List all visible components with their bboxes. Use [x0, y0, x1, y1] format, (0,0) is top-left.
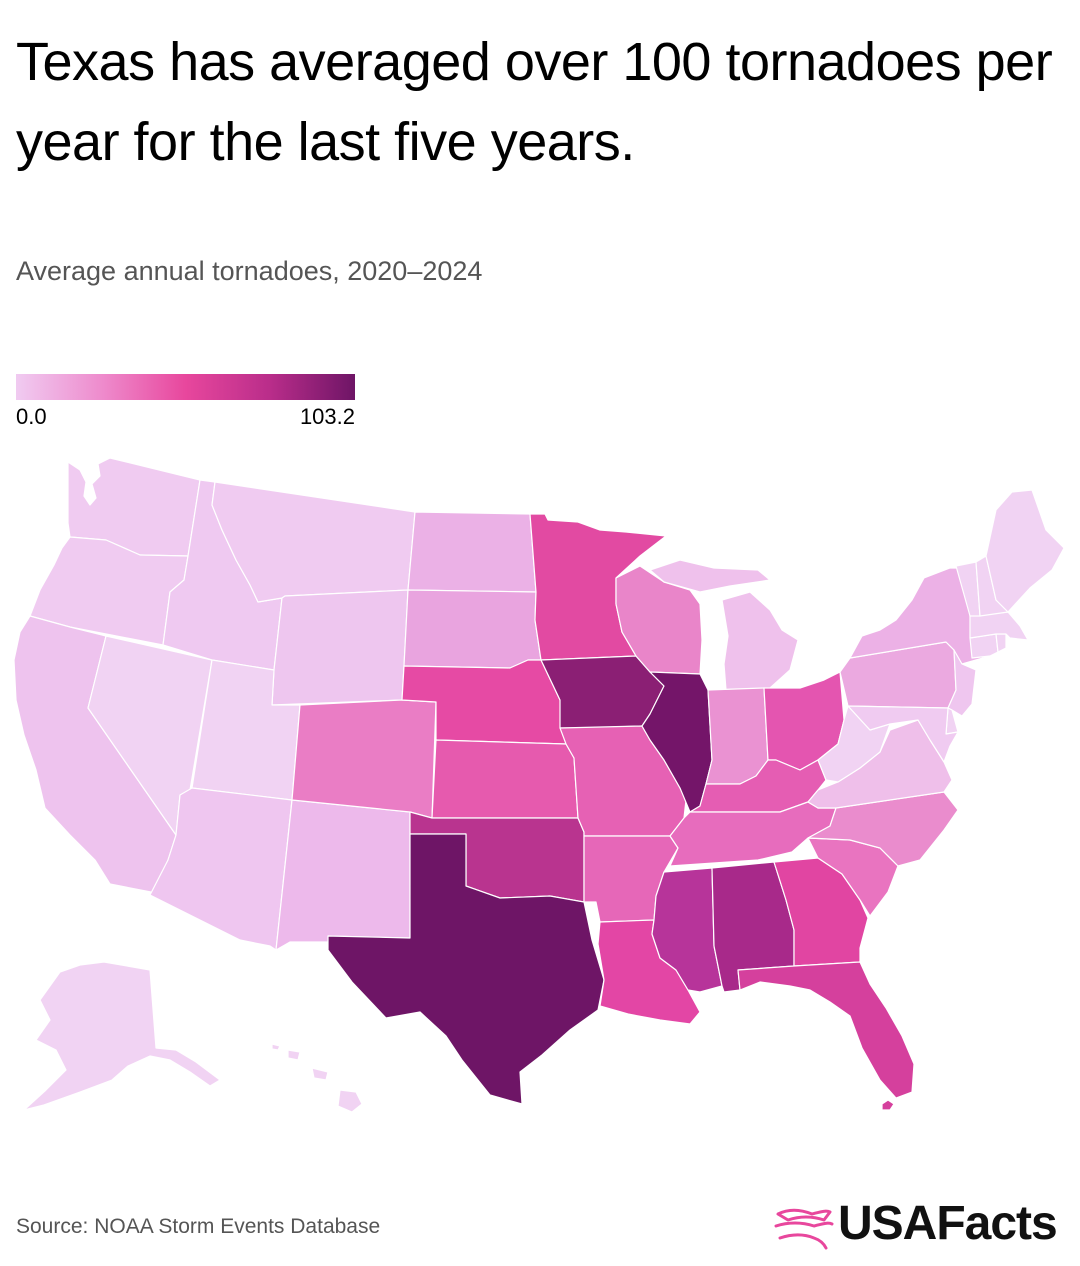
brand-wordmark: USAFacts — [838, 1197, 1058, 1250]
state-me — [985, 489, 1065, 613]
state-nc — [807, 791, 959, 867]
state-ks — [431, 739, 579, 819]
state-ak — [23, 961, 221, 1111]
state-nj — [947, 649, 977, 717]
state-tx — [327, 833, 605, 1105]
usafacts-logo — [774, 1208, 834, 1250]
state-mi — [649, 559, 799, 691]
state-in — [705, 687, 769, 785]
state-co — [291, 699, 437, 819]
state-ri — [995, 633, 1007, 653]
state-sd — [403, 589, 542, 669]
chart-subtitle: Average annual tornadoes, 2020–2024 — [16, 256, 483, 286]
state-ma — [969, 611, 1029, 641]
state-fl — [737, 961, 915, 1099]
state-tn — [669, 801, 837, 867]
state-fl-keys — [881, 1099, 895, 1111]
source-note: Source: NOAA Storm Events Database — [16, 1215, 381, 1238]
legend-color-bar — [16, 374, 355, 400]
legend-min-label: 0.0 — [16, 404, 47, 429]
state-nm — [275, 799, 411, 951]
us-tornado-map — [13, 457, 1065, 1113]
state-nd — [407, 511, 537, 593]
state-hi — [271, 1043, 363, 1113]
state-mn — [529, 513, 667, 661]
state-md — [847, 705, 959, 763]
state-wy — [271, 589, 409, 706]
legend-max-label: 103.2 — [299, 404, 355, 429]
flag-map-icon — [774, 1208, 834, 1250]
page-title: Texas has averaged over 100 tornadoes pe… — [16, 32, 1053, 172]
